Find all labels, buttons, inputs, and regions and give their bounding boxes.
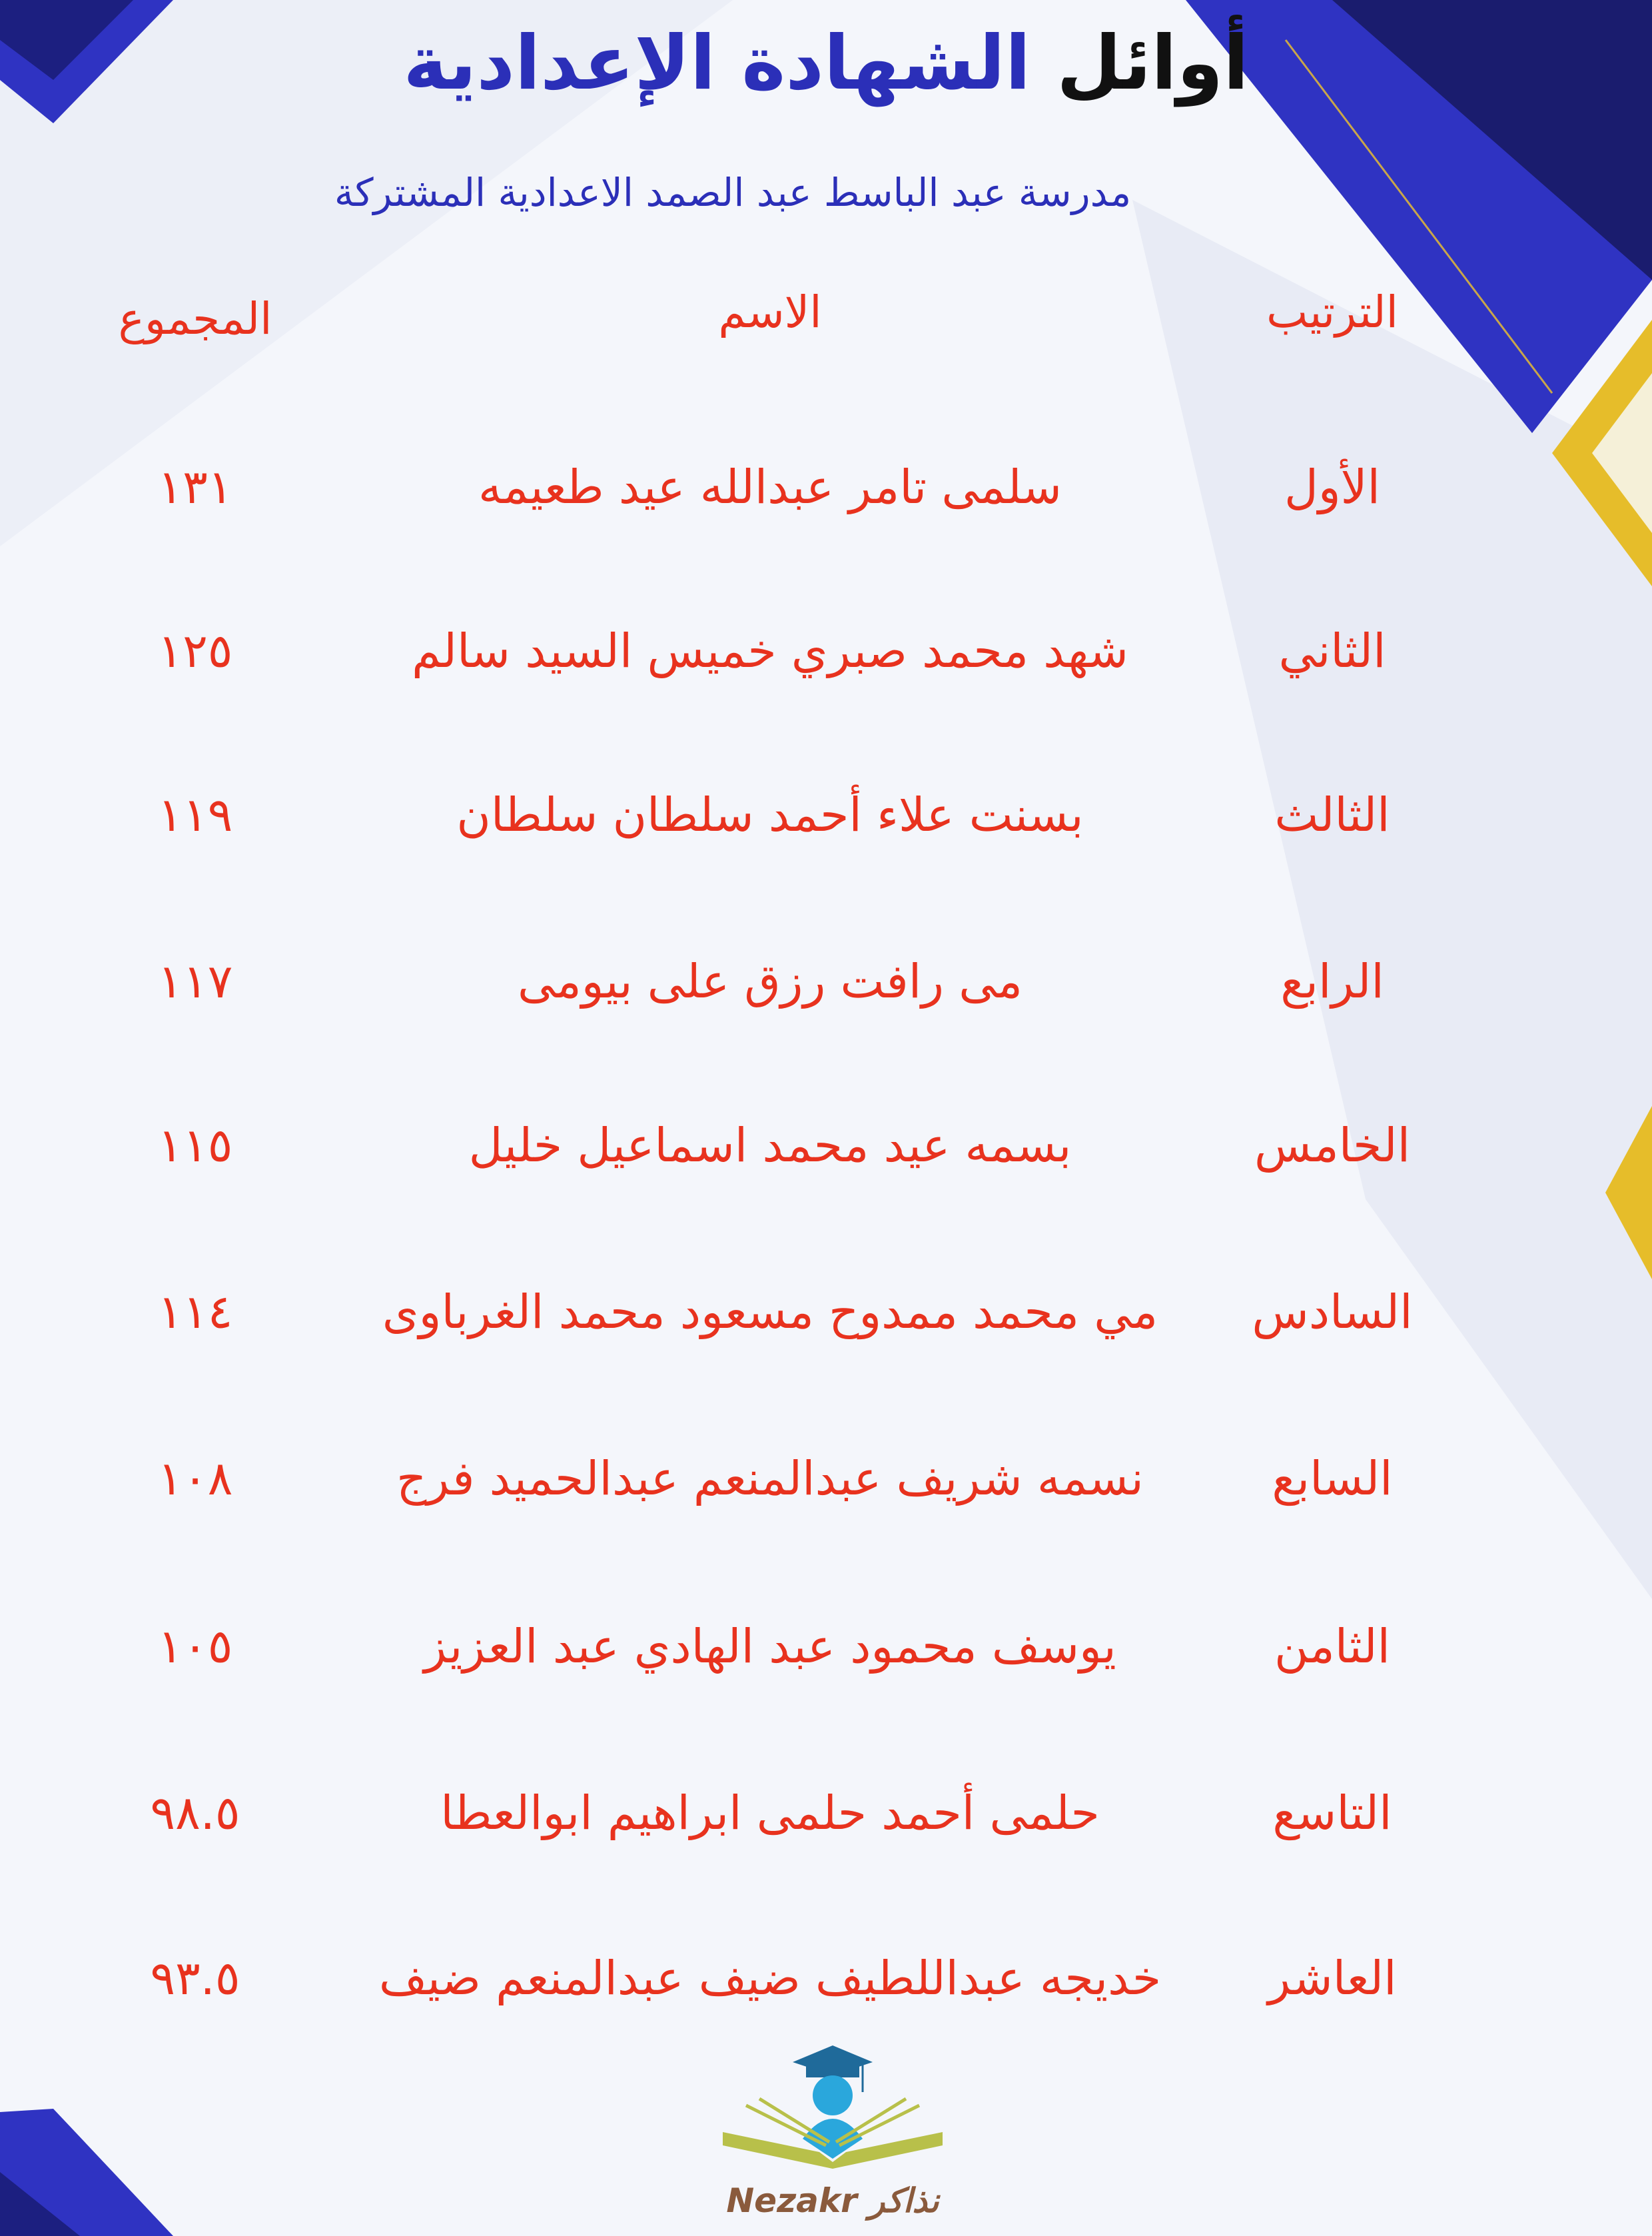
name-cell: سلمى تامر عبدالله عيد طعيمه [478, 460, 1062, 514]
name-cell: خديجه عبداللطيف ضيف عبدالمنعم ضيف [378, 1951, 1162, 2005]
rank-cell: الثامن [1274, 1619, 1390, 1674]
title-part1: أوائل [1056, 20, 1249, 107]
total-cell: ١١٧ [157, 954, 233, 1009]
rank-cell: الرابع [1280, 954, 1384, 1009]
column-header-name: الاسم [718, 286, 822, 338]
rank-cell: الثاني [1278, 624, 1386, 678]
name-cell: نسمه شريف عبدالمنعم عبدالحميد فرج [396, 1451, 1144, 1506]
column-header-rank: الترتيب [1266, 286, 1398, 338]
total-cell: ١١٥ [157, 1118, 233, 1173]
column-header-total: المجموع [118, 293, 272, 344]
total-cell: ١١٤ [157, 1285, 233, 1339]
total-cell: ٩٨.٥ [150, 1786, 240, 1840]
name-cell: حلمى أحمد حلمى ابراهيم ابوالعطا [440, 1786, 1100, 1840]
name-cell: يوسف محمود عبد الهادي عبد العزيز [424, 1619, 1116, 1674]
rank-cell: السادس [1252, 1285, 1413, 1339]
total-cell: ١٣١ [157, 460, 233, 514]
rank-cell: السابع [1272, 1451, 1393, 1506]
rank-cell: الثالث [1274, 788, 1390, 842]
name-cell: بسنت علاء أحمد سلطان سلطان [456, 788, 1084, 842]
name-cell: مي محمد ممدوح مسعود محمد الغرباوى [382, 1285, 1158, 1339]
nezakr-logo: Nezakr نذاكر [723, 2045, 943, 2221]
total-cell: ٩٣.٥ [150, 1951, 240, 2005]
page-title: أوائل الشهادة الإعدادية [0, 20, 1652, 107]
name-cell: بسمه عيد محمد اسماعيل خليل [468, 1118, 1072, 1173]
total-cell: ١٢٥ [157, 624, 233, 678]
rank-cell: الأول [1284, 460, 1381, 514]
total-cell: ١١٩ [157, 788, 233, 842]
rank-cell: الخامس [1254, 1118, 1411, 1173]
name-cell: مى رافت رزق على بيومى [517, 954, 1023, 1009]
total-cell: ١٠٥ [157, 1619, 233, 1674]
rank-cell: التاسع [1272, 1786, 1392, 1840]
name-cell: شهد محمد صبري خميس السيد سالم [412, 624, 1128, 678]
rank-cell: العاشر [1268, 1951, 1397, 2005]
total-cell: ١٠٨ [157, 1451, 233, 1506]
school-name: مدرسة عبد الباسط عبد الصمد الاعدادية الم… [334, 170, 1132, 215]
svg-text:Nezakr نذاكر: Nezakr نذاكر [726, 2181, 941, 2221]
title-part2: الشهادة الإعدادية [403, 20, 1031, 107]
